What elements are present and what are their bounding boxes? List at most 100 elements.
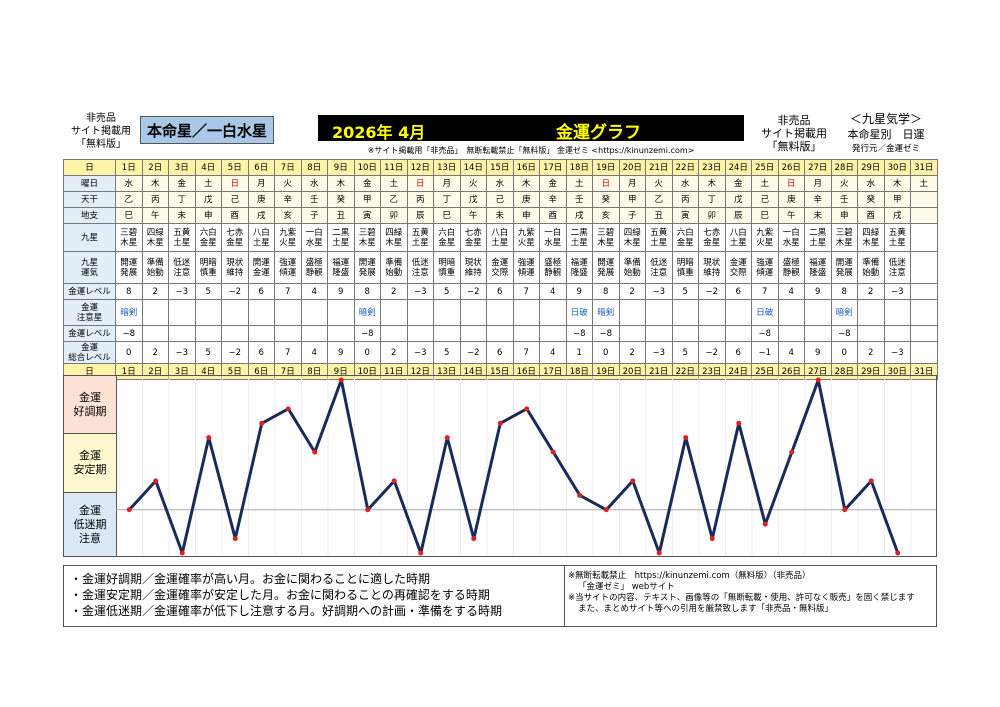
caution-cell — [883, 299, 911, 326]
earth-cell: 未 — [486, 207, 514, 224]
kyusei-cell-line: 四緑 — [385, 227, 403, 238]
total-cell: 2 — [380, 341, 408, 364]
luck-cell-line: 盛極 — [544, 257, 562, 268]
day-cell: 18日 — [565, 159, 593, 176]
kyusei-cell-line: 木星 — [862, 237, 880, 248]
luck-cell-line: 注意 — [173, 267, 191, 278]
kyusei-cell-line: 木星 — [358, 237, 376, 248]
caution-level-cell — [777, 325, 805, 342]
luck-cell-line: 準備 — [146, 257, 164, 268]
caution-cell — [247, 299, 275, 326]
caution-label-line: 金運 — [80, 302, 98, 313]
kyusei-cell: 九紫 火星 — [751, 223, 779, 252]
earth-cell: 子 — [300, 207, 328, 224]
weekday-cell: 日 — [406, 175, 434, 192]
heaven-cell: 辛 — [539, 191, 567, 208]
kyusei-cell-line: 火星 — [279, 237, 297, 248]
kyusei-cell: 八白 土星 — [486, 223, 514, 252]
luck-cell: 準備 始動 — [380, 251, 408, 284]
day-cell: 1日 — [115, 159, 143, 176]
kyusei-cell-line: 二黒 — [809, 227, 827, 238]
kyusei-cell: 一白 水星 — [300, 223, 328, 252]
kyusei-cell: 五黄 土星 — [883, 223, 911, 252]
luck-cell-line: 隆盛 — [332, 267, 350, 278]
caution-level-cell — [618, 325, 646, 342]
caution-cell — [327, 299, 355, 326]
caution-cell — [141, 299, 169, 326]
chart-point — [232, 536, 238, 542]
kyusei-row: 九星 三碧 木星 四緑 木星 五黄 土星 六白 金星 七赤 金星 八白 土星 九紫 火星 一白 水星 二黒 土星 三碧… — [63, 223, 938, 252]
earth-cell: 申 — [830, 207, 858, 224]
chart-point — [577, 492, 583, 498]
total-cell: −3 — [406, 341, 434, 364]
kyusei-cell-line: 四緑 — [862, 227, 880, 238]
weekday-cell: 金 — [539, 175, 567, 192]
kyusei-cell: 三碧 木星 — [115, 223, 143, 252]
kyusei-cell: 二黒 土星 — [565, 223, 593, 252]
money-level-cell: −3 — [406, 283, 434, 300]
luck-cell: 強運 傾運 — [751, 251, 779, 284]
earth-cell: 寅 — [671, 207, 699, 224]
total-cell: 4 — [300, 341, 328, 364]
kyusei-cell: 四緑 木星 — [141, 223, 169, 252]
luck-cell-line: 準備 — [385, 257, 403, 268]
day-cell: 14日 — [459, 159, 487, 176]
total-label: 金運 総合レベル — [63, 341, 116, 364]
money-level-cell: 2 — [141, 283, 169, 300]
money-level-cell: 2 — [857, 283, 885, 300]
weekday-cell: 木 — [512, 175, 540, 192]
total-cell: −3 — [645, 341, 673, 364]
money-level-row: 金運レベル 8 2 −3 5 −2 6 7 4 9 8 2 −3 5 −2 6 7 4 9 8 2 −3 5 −2 6 7 4 9 8 2… — [63, 283, 938, 300]
day-cell: 3日 — [168, 159, 196, 176]
heaven-cell: 庚 — [247, 191, 275, 208]
right-notice-line: サイト掲載用 — [761, 127, 827, 140]
luck-cell-line: 金運 — [729, 257, 747, 268]
money-level-cell: −2 — [459, 283, 487, 300]
caution-cell — [671, 299, 699, 326]
day-cell: 9日 — [327, 159, 355, 176]
day-cell: 20日 — [618, 159, 646, 176]
day-cell: 10日 — [353, 159, 381, 176]
total-label-line: 金運 — [80, 342, 98, 353]
caution-level-cell — [671, 325, 699, 342]
luck-cell-line: 静観 — [782, 267, 800, 278]
total-cell: 4 — [539, 341, 567, 364]
money-level-cell: 7 — [512, 283, 540, 300]
luck-cell: 準備 始動 — [141, 251, 169, 284]
kyusei-cell-line: 二黒 — [332, 227, 350, 238]
zone-stable-line: 安定期 — [73, 463, 107, 476]
earth-cell: 午 — [141, 207, 169, 224]
heaven-cell: 己 — [221, 191, 249, 208]
caution-level-cell — [168, 325, 196, 342]
luck-cell-line: 傾運 — [756, 267, 774, 278]
money-level-cell: 4 — [777, 283, 805, 300]
luck-cell-line: 傾運 — [517, 267, 535, 278]
kyusei-cell-line: 金星 — [464, 237, 482, 248]
luck-cell-line: 開運 — [120, 257, 138, 268]
luck-cell-line: 低迷 — [411, 257, 429, 268]
copyright-line: ※無断転載禁止 https://kinunzemi.com（無料版）（非売品） — [568, 571, 811, 581]
kyusei-cell-line: 土星 — [809, 237, 827, 248]
title-bar: 2026年 4月 金運グラフ — [318, 115, 744, 143]
money-level-cell: 8 — [592, 283, 620, 300]
caution-level-cell — [300, 325, 328, 342]
kyusei-cell: 七赤 金星 — [459, 223, 487, 252]
kyusei-cell: 三碧 木星 — [353, 223, 381, 252]
kyusei-cell-line: 土星 — [411, 237, 429, 248]
kyusei-cell-line: 三碧 — [120, 227, 138, 238]
luck-cell: 金運 交際 — [486, 251, 514, 284]
earth-cell: 戌 — [565, 207, 593, 224]
chart-point — [179, 550, 185, 556]
earth-cell — [910, 207, 938, 224]
money-level-cell: 7 — [751, 283, 779, 300]
chart-point — [842, 507, 848, 513]
caution-level-cell — [883, 325, 911, 342]
money-level-cell: 5 — [671, 283, 699, 300]
day-cell: 25日 — [751, 159, 779, 176]
luck-label-line: 九星 — [80, 257, 98, 268]
earth-cell: 戌 — [883, 207, 911, 224]
money-level-cell — [910, 283, 938, 300]
zone-low: 金運 低迷期 注意 — [64, 493, 116, 556]
caution-cell — [645, 299, 673, 326]
kyusei-cell-line: 木星 — [120, 237, 138, 248]
